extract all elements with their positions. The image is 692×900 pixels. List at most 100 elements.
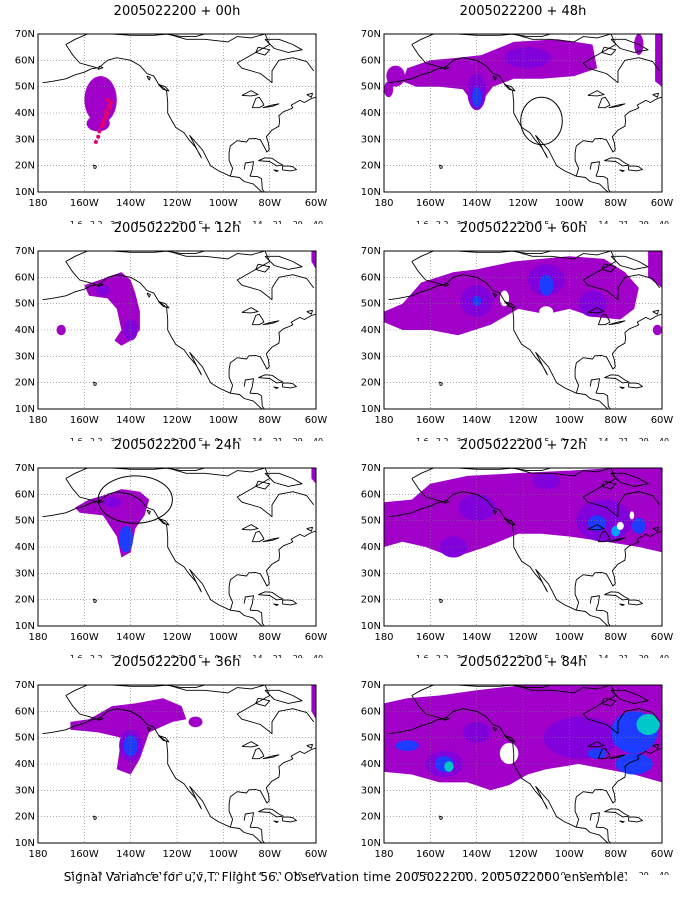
colorbar-label: 21 (619, 437, 629, 441)
colorbar-label: 9 (215, 654, 220, 658)
lat-label: 60N (361, 55, 381, 66)
colorbar-label: 11 (578, 654, 588, 658)
colorbar-label: 3.1 (456, 437, 469, 441)
lat-label: 10N (15, 404, 35, 415)
variance-blob (616, 521, 624, 530)
variance-blob (56, 324, 66, 336)
variance-blob (472, 295, 482, 307)
coastlines (42, 685, 316, 843)
colorbar: 1.6 2.2 3.1 4 5.1 6.3 7.5 9 11 14 21 29 40 (70, 871, 323, 875)
lat-label: 10N (361, 187, 381, 198)
colorbar-label: 21 (619, 871, 629, 875)
lat-label: 70N (361, 246, 381, 257)
variance-blob (384, 81, 394, 98)
colorbar-label: 9 (215, 437, 220, 441)
variance-blob (499, 743, 519, 764)
lon-label: 60W (305, 632, 328, 643)
lon-label: 100W (209, 198, 238, 209)
coastlines (388, 34, 662, 192)
lat-label: 60N (361, 489, 381, 500)
map-panel: 2005022200 + 24h 70N 60N 50N 40N 30N 20N 10N 180… (0, 438, 330, 658)
colorbar-label: 40 (659, 220, 669, 224)
lon-label: 140W (462, 632, 491, 643)
lon-label: 160W (70, 632, 99, 643)
observation-point (109, 100, 113, 105)
colorbar-label: 5.1 (496, 437, 509, 441)
graticule (384, 34, 662, 192)
lat-label: 30N (361, 134, 381, 145)
lat-label: 10N (361, 621, 381, 632)
colorbar: 1.6 2.2 3.1 4 5.1 6.3 7.5 9 11 14 21 29 40 (416, 437, 669, 441)
lon-label: 180 (374, 632, 393, 643)
observation-point (103, 116, 108, 121)
lon-label: 80W (258, 632, 281, 643)
colorbar-label: 29 (639, 654, 649, 658)
lat-label: 30N (15, 351, 35, 362)
colorbar-label: 29 (293, 871, 303, 875)
colorbar-label: 5.1 (150, 220, 163, 224)
panel-title: 2005022200 + 48h (459, 4, 587, 19)
colorbar-label: 5.1 (496, 654, 509, 658)
colorbar-label: 1.6 (70, 654, 83, 658)
colorbar-label: 21 (619, 654, 629, 658)
colorbar-label: 2.2 (436, 654, 449, 658)
colorbar-label: 9 (215, 871, 220, 875)
lat-label: 50N (15, 82, 35, 93)
colorbar-label: 9 (561, 871, 566, 875)
colorbar-label: 6.3 (517, 437, 530, 441)
colorbar-label: 4 (134, 871, 139, 875)
variance-blob (587, 748, 607, 759)
colorbar-label: 9 (561, 654, 566, 658)
lat-label: 20N (361, 378, 381, 389)
lat-label: 30N (361, 568, 381, 579)
colorbar-label: 1.6 (416, 437, 429, 441)
map-border (383, 33, 663, 193)
variance-blob (95, 285, 110, 296)
lon-label: 80W (604, 198, 627, 209)
variance-region (384, 256, 639, 336)
variance-blob (629, 511, 635, 520)
colorbar-label: 3.1 (110, 871, 123, 875)
variance-blob (631, 518, 646, 534)
map-panel: 2005022200 + 12h 70N 60N 50N 40N 30N 20N 10N 180… (0, 221, 330, 441)
colorbar-label: 11 (232, 220, 242, 224)
map-border (37, 684, 317, 844)
colorbar: 1.6 2.2 3.1 4 5.1 6.3 7.5 9 11 14 21 29 40 (70, 437, 323, 441)
graticule (38, 34, 316, 192)
coastlines (388, 685, 662, 843)
lat-label: 60N (15, 489, 35, 500)
lat-label: 30N (361, 351, 381, 362)
colorbar-label: 7.5 (537, 654, 550, 658)
colorbar: 1.6 2.2 3.1 4 5.1 6.3 7.5 9 11 14 21 29 40 (416, 654, 669, 658)
colorbar-label: 40 (313, 437, 323, 441)
panel-title: 2005022200 + 12h (113, 221, 241, 236)
map-panel: 2005022200 + 72h 70N 60N 50N 40N 30N 20N 10N 180… (346, 438, 676, 658)
lat-label: 60N (15, 272, 35, 283)
lon-label: 60W (651, 415, 674, 426)
lat-label: 70N (361, 29, 381, 40)
variance-region (311, 685, 316, 720)
lon-label: 160W (70, 415, 99, 426)
colorbar-label: 5.1 (496, 871, 509, 875)
colorbar-label: 29 (293, 654, 303, 658)
map-panel: 2005022200 + 36h 70N 60N 50N 40N 30N 20N 10N 180… (0, 655, 330, 875)
lat-label: 20N (361, 595, 381, 606)
colorbar-label: 7.5 (191, 220, 204, 224)
lon-label: 120W (509, 198, 538, 209)
lat-label: 10N (15, 187, 35, 198)
colorbar-label: 1.6 (70, 437, 83, 441)
variance-blob (119, 525, 133, 553)
colorbar-label: 40 (313, 871, 323, 875)
colorbar-label: 4 (134, 654, 139, 658)
lon-label: 120W (509, 415, 538, 426)
lat-label: 50N (361, 733, 381, 744)
lon-label: 160W (416, 198, 445, 209)
lon-label: 80W (604, 415, 627, 426)
colorbar-label: 11 (578, 871, 588, 875)
colorbar-label: 7.5 (537, 220, 550, 224)
colorbar: 1.6 2.2 3.1 4 5.1 6.3 7.5 9 11 14 21 29 40 (70, 220, 323, 224)
lat-label: 60N (15, 706, 35, 717)
variance-region (311, 468, 316, 484)
